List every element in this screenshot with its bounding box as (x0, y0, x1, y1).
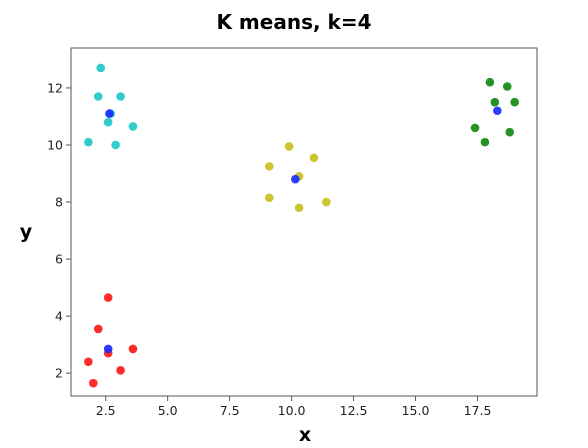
data-point (505, 127, 515, 137)
centroid-point (105, 109, 114, 118)
centroid-point (493, 106, 502, 116)
data-point (84, 357, 93, 367)
x-tick-label: 2.5 (96, 403, 116, 418)
data-point (309, 153, 319, 163)
data-point (116, 92, 125, 101)
data-point (84, 137, 93, 147)
data-point (89, 378, 98, 388)
data-point (284, 142, 294, 151)
data-point (116, 366, 125, 375)
data-point (96, 63, 106, 73)
x-tick-label: 15.0 (402, 403, 430, 418)
data-point (490, 97, 500, 107)
y-tick-label: 4 (55, 309, 63, 324)
x-tick-label: 17.5 (464, 403, 492, 418)
data-point (470, 123, 480, 133)
y-axis-label: y (20, 221, 33, 243)
axis-ticks: 2.5 5.0 7.5 10.0 12.5 15.0 17.5 2 4 6 8 10 12 (47, 80, 491, 418)
y-tick-label: 10 (47, 137, 63, 152)
data-point (103, 117, 113, 127)
data-point (480, 137, 490, 147)
data-point (103, 293, 113, 302)
data-point (485, 77, 495, 87)
plot-frame (70, 47, 538, 397)
y-tick-label: 8 (55, 195, 63, 210)
x-tick-label: 5.0 (158, 403, 178, 418)
data-point (322, 197, 331, 207)
data-point (502, 82, 512, 91)
x-tick-label: 12.5 (340, 403, 368, 418)
data-point (510, 97, 519, 107)
x-axis-label: x (299, 424, 311, 446)
data-point (294, 203, 304, 213)
chart-title: K means, k=4 (216, 10, 371, 34)
data-point (111, 140, 120, 150)
data-point (128, 122, 138, 131)
y-tick-label: 2 (55, 366, 63, 381)
y-tick-label: 12 (47, 80, 63, 95)
data-point (264, 193, 274, 203)
x-tick-label: 10.0 (278, 403, 306, 418)
data-point (264, 162, 274, 171)
centroid-point (291, 174, 300, 184)
x-tick-label: 7.5 (220, 403, 240, 418)
data-point (128, 344, 138, 354)
y-tick-label: 6 (55, 252, 63, 267)
data-point (93, 324, 103, 334)
data-point (93, 92, 103, 101)
data-points (84, 63, 519, 388)
centroid-point (103, 344, 113, 354)
